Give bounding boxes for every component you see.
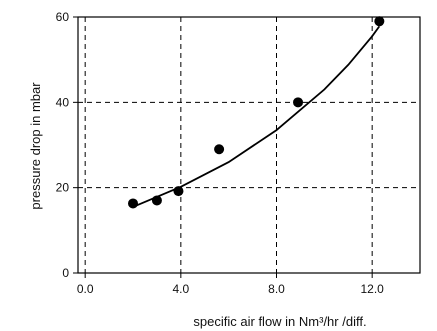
y-tick-label: 40 [56, 95, 70, 109]
x-tick-label: 4.0 [172, 282, 189, 296]
x-tick-labels: 0.0 4.0 8.0 12.0 [77, 282, 384, 296]
y-tick-labels: 0 20 40 60 [56, 10, 70, 280]
data-point [151, 195, 162, 206]
fit-curve [132, 25, 381, 208]
y-tick-label: 20 [56, 181, 70, 195]
y-axis-label: pressure drop in mbar [28, 82, 43, 210]
y-tick-label: 60 [56, 10, 70, 24]
data-points [128, 16, 385, 209]
data-point [173, 186, 184, 197]
plot-frame [77, 16, 421, 274]
data-point [214, 144, 225, 155]
grid-lines [78, 17, 420, 273]
data-point [128, 198, 139, 209]
x-axis-label: specific air flow in Nm³/hr /diff. [193, 314, 366, 329]
data-point [374, 16, 385, 27]
axis-ticks [73, 16, 373, 278]
x-tick-label: 12.0 [360, 282, 384, 296]
x-tick-label: 0.0 [77, 282, 94, 296]
y-tick-label: 0 [62, 266, 69, 280]
x-tick-label: 8.0 [268, 282, 285, 296]
data-point [293, 97, 304, 108]
